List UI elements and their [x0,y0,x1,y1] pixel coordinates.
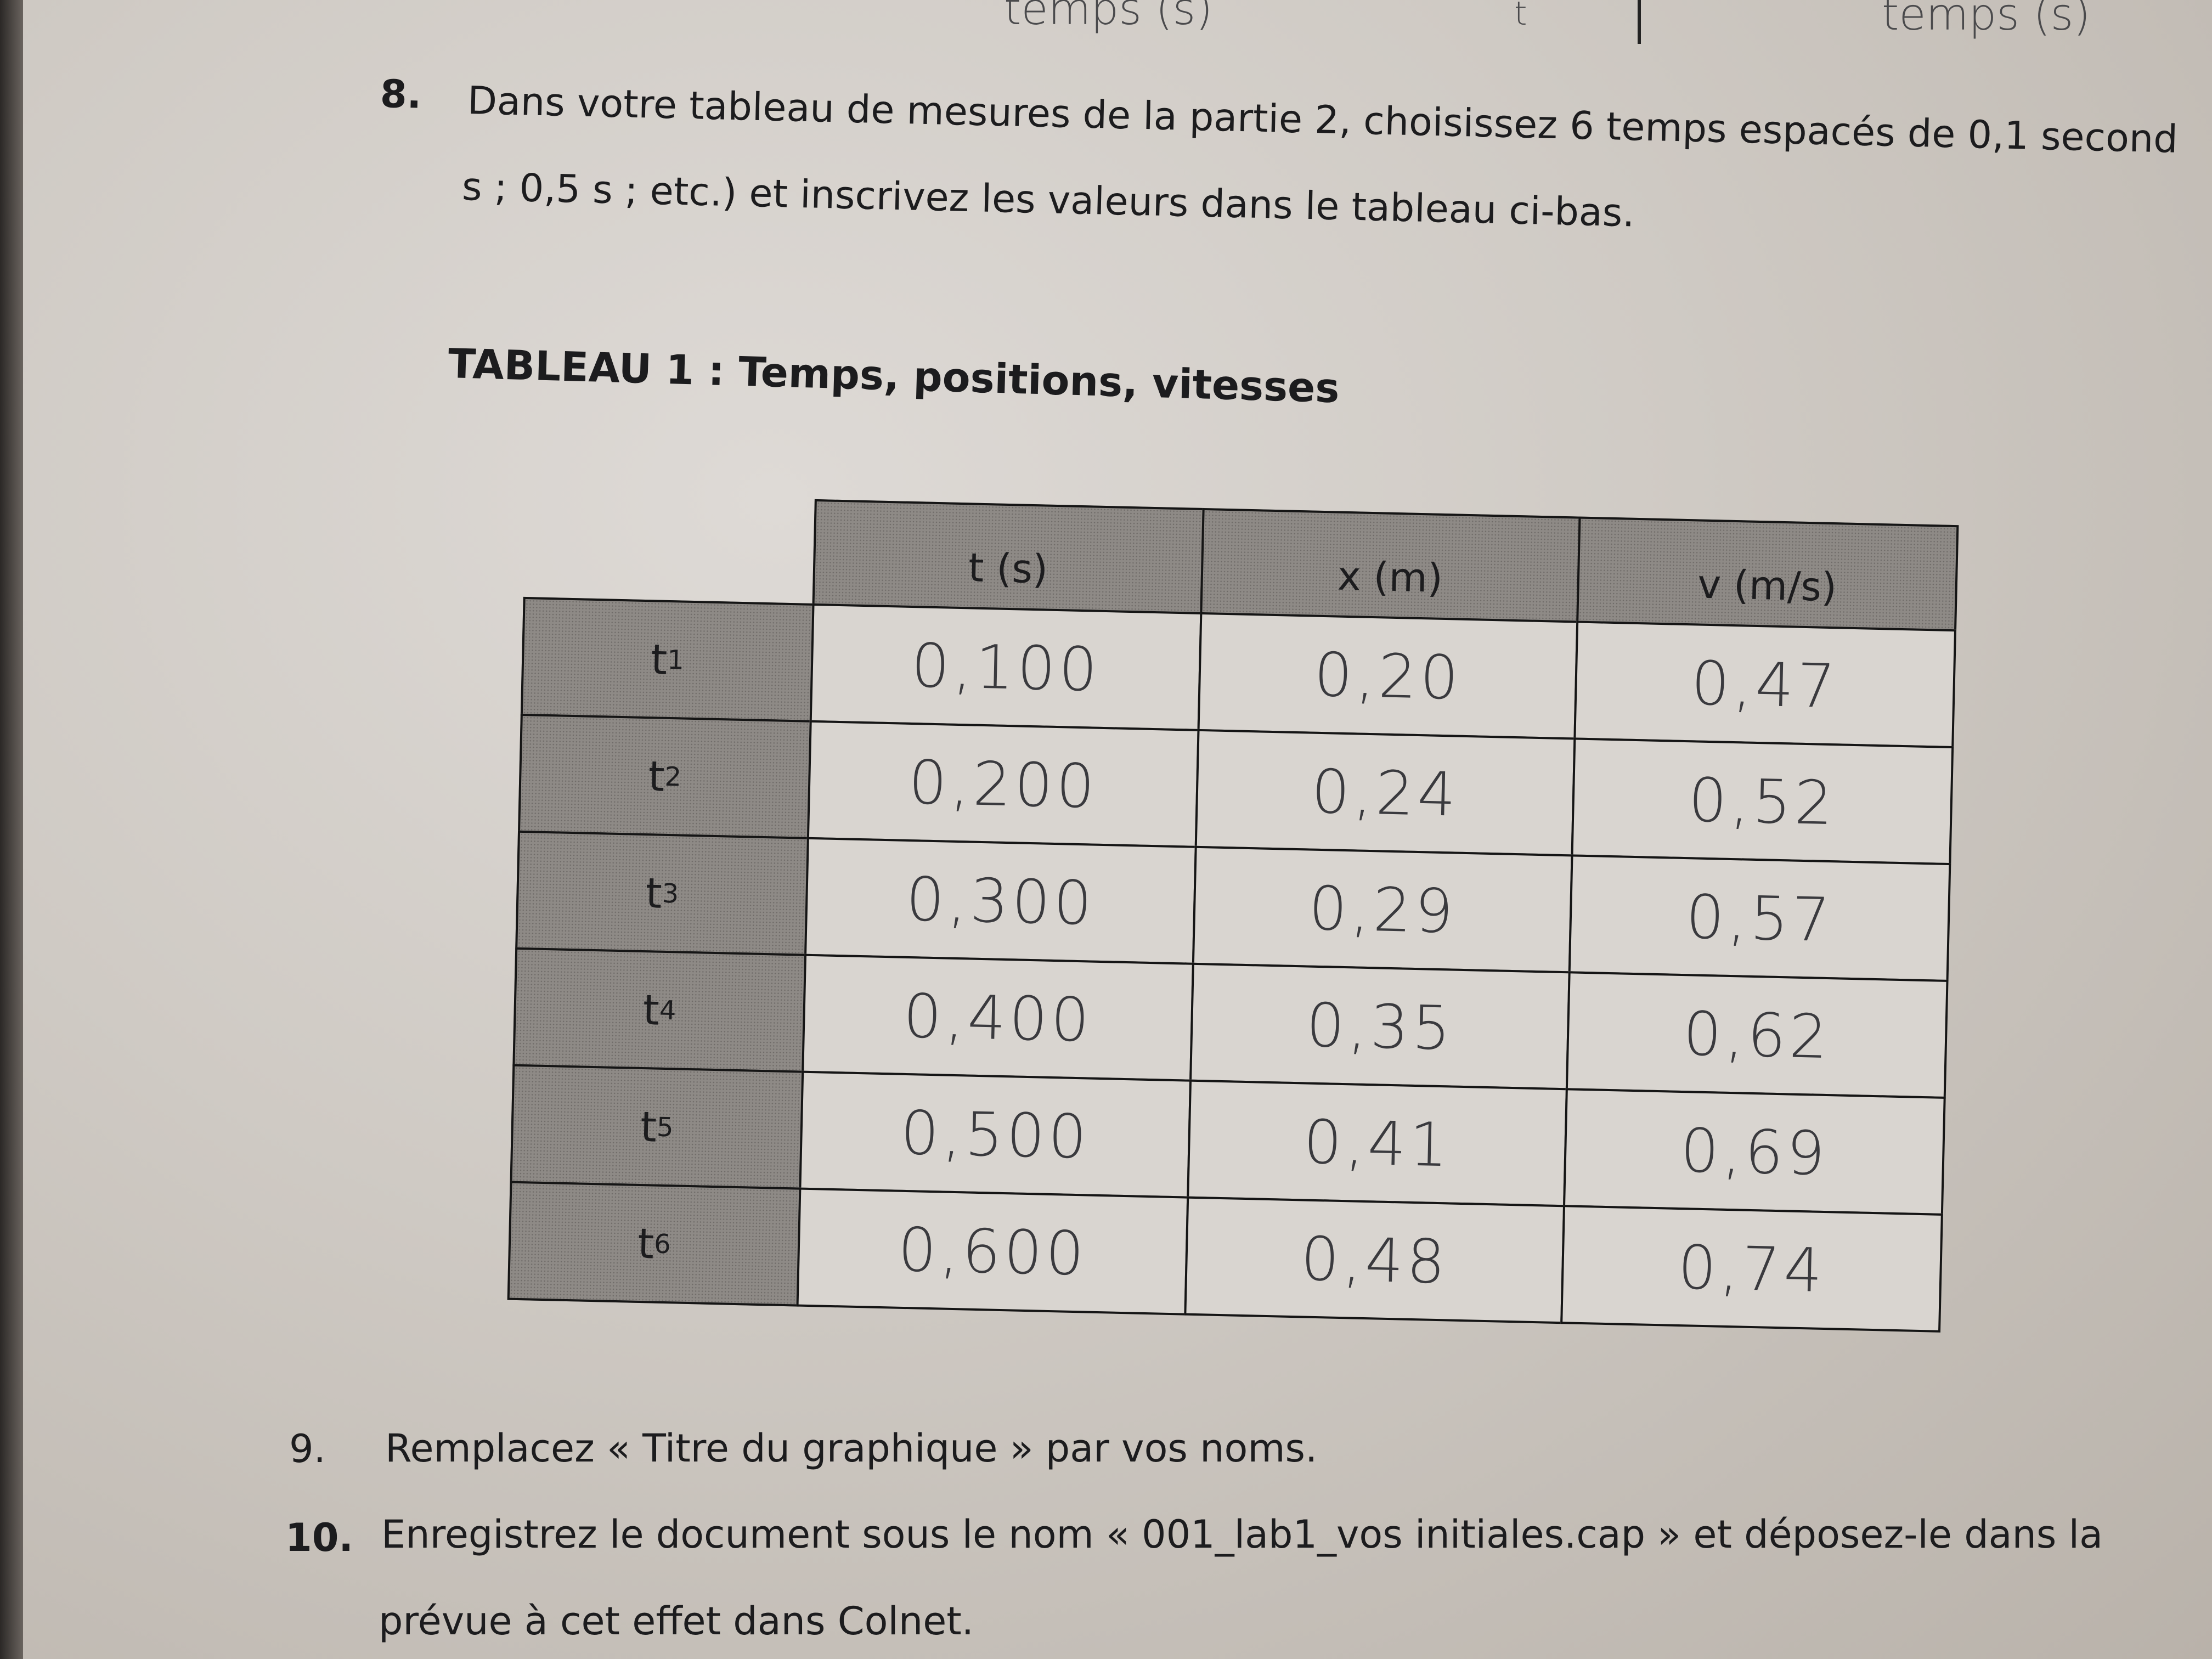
cell-v: 0,57 [1568,854,1951,983]
cell-v: 0,52 [1571,737,1954,866]
item-9-text: Remplacez « Titre du graphique » par vos… [385,1426,1318,1471]
cell-v: 0,62 [1565,971,1949,1099]
cell-x: 0,24 [1194,729,1576,857]
table-title: TABLEAU 1 : Temps, positions, vitesses [447,340,1340,413]
cell-t: 0,600 [796,1187,1189,1316]
cell-v: 0,74 [1560,1205,1943,1333]
item-9-number: 9. [289,1426,326,1471]
row-label-text: t [640,1102,658,1152]
row-label-text: t [637,1218,655,1268]
item-8-line2: s ; 0,5 s ; etc.) et inscrivez les valeu… [461,164,1635,236]
row-label-subscript: 5 [656,1111,674,1143]
cell-x: 0,29 [1192,845,1573,974]
cell-x: 0,35 [1189,962,1571,1091]
axis-line [1638,0,1641,44]
item-10-number: 10. [285,1515,354,1560]
table-corner [523,493,817,606]
row-label-subscript: 3 [662,878,679,909]
cell-t: 0,100 [809,603,1203,731]
page-edge-shadow [0,0,23,1659]
cell-x: 0,48 [1184,1196,1566,1324]
item-10-line2: prévue à cet effet dans Colnet. [379,1599,974,1644]
row-label-subscript: 6 [653,1228,672,1260]
cell-x: 0,41 [1187,1079,1568,1207]
cell-v: 0,69 [1562,1088,1946,1216]
row-label-text: t [642,985,660,1035]
handwritten-axis-label-right: temps (s) [1882,0,2091,40]
cell-t: 0,400 [802,953,1194,1082]
item-8-line1: Dans votre tableau de mesures de la part… [467,78,2179,162]
cell-t: 0,300 [804,837,1197,965]
item-8-number: 8. [380,71,422,117]
row-label-subscript: 4 [659,995,677,1026]
item-10-line1: Enregistrez le document sous le nom « 00… [381,1512,2103,1557]
cell-x: 0,20 [1197,612,1579,740]
header-x: x (m) [1200,507,1581,623]
handwritten-axis-label: temps (s) [1004,0,1213,35]
header-t: t (s) [812,499,1205,614]
row-label-text: t [650,635,668,684]
row-label-text: t [647,752,665,801]
header-v: v (m/s) [1576,516,1959,632]
measurements-table: t (s) x (m) v (m/s) t 1 0,100 0,20 0,47 t 2 0,2… [507,493,1959,1333]
cell-v: 0,47 [1573,620,1957,749]
handwritten-t: t [1514,0,1527,33]
row-label-subscript: 2 [664,761,682,793]
cell-t: 0,200 [806,720,1200,848]
row-label-subscript: 1 [667,644,685,676]
row-label-text: t [645,868,663,918]
cell-t: 0,500 [799,1070,1192,1199]
